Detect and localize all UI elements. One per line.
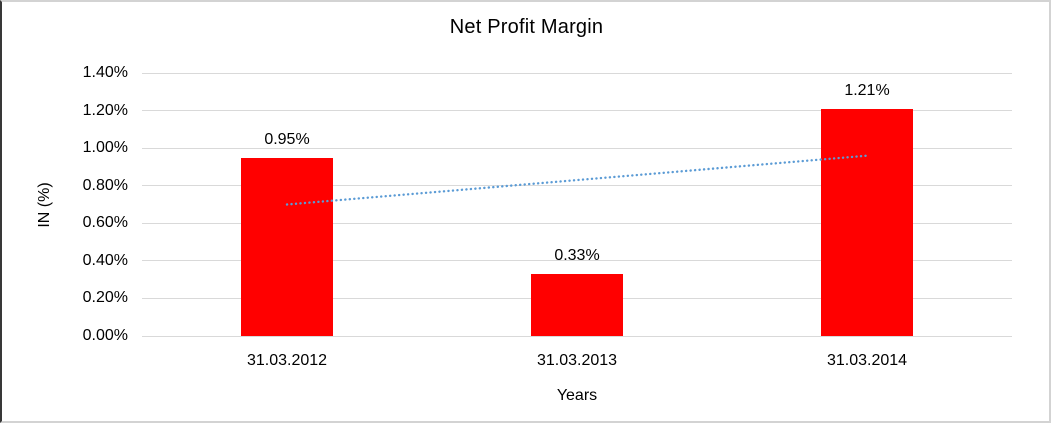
x-tick-label: 31.03.2014 [826,352,908,369]
gridline [142,335,1012,337]
x-tick-label: 31.03.2013 [536,352,618,369]
y-tick-label: 0.20% [82,289,128,307]
x-tick-label: 31.03.2012 [246,352,328,369]
plot-area: 0.95% 0.33% 1.21% [142,72,1012,337]
y-axis-title: IN (%) [36,182,53,228]
gridline [142,260,1012,262]
y-tick-label: 0.60% [82,214,128,232]
gridline [142,110,1012,112]
bar-data-label: 0.95% [264,130,310,148]
y-tick-label: 0.40% [82,251,128,269]
x-axis-tick-labels: 31.03.2012 31.03.2013 31.03.2014 [142,352,1012,372]
y-tick-label: 0.00% [82,327,128,344]
x-axis-title: Years [556,387,598,404]
y-tick-label: 1.40% [82,64,128,81]
gridline [142,222,1012,224]
y-tick-label: 0.80% [82,176,128,194]
bar-31.03.2012 [241,157,333,336]
y-tick-label: 1.00% [82,139,128,157]
y-axis-tick-labels: 0.00% 0.20% 0.40% 0.60% 0.80% 1.00% 1.20% 1.40% [0,65,128,344]
bar-31.03.2014 [821,108,913,336]
gridline [142,185,1012,187]
trendline [285,154,869,206]
y-tick-label: 1.20% [82,101,128,119]
bar-data-label: 1.21% [844,81,890,99]
chart-title: Net Profit Margin [449,16,604,38]
gridline [142,147,1012,149]
bar-data-label: 0.33% [554,247,600,265]
gridline [142,72,1012,74]
bar-31.03.2013 [531,274,623,336]
